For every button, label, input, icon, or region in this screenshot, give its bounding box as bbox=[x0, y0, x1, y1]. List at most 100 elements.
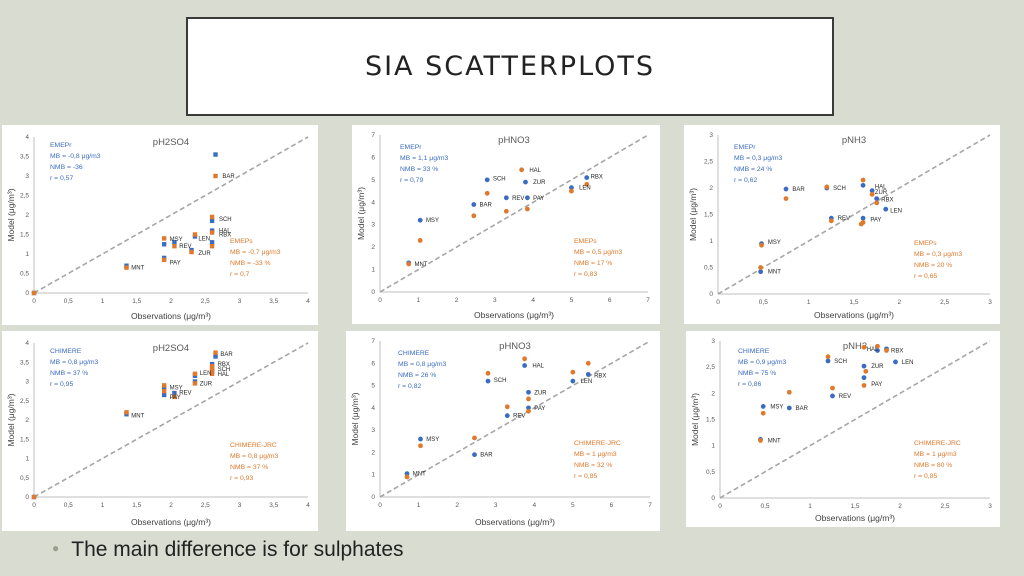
data-point bbox=[570, 378, 576, 384]
stats-text: r = 0,65 bbox=[914, 273, 937, 280]
stats-text: CHIMERE bbox=[398, 350, 430, 357]
data-point bbox=[418, 436, 423, 442]
data-point bbox=[830, 385, 835, 391]
x-tick-label: 1 bbox=[101, 502, 105, 509]
data-point bbox=[860, 215, 866, 221]
data-point bbox=[504, 413, 510, 419]
y-tick-label: 3 bbox=[25, 173, 29, 180]
station-label: REV bbox=[179, 244, 191, 250]
stats-text: r = 0,93 bbox=[230, 475, 253, 482]
x-tick-label: 6 bbox=[610, 502, 614, 509]
x-tick-label: 3 bbox=[493, 297, 497, 304]
x-tick-label: 3 bbox=[988, 299, 992, 306]
data-point bbox=[172, 390, 177, 396]
station-label: MSY bbox=[170, 237, 183, 243]
data-point bbox=[569, 188, 574, 194]
one-to-one-line bbox=[717, 134, 991, 295]
data-point bbox=[883, 206, 889, 212]
x-tick-label: 3 bbox=[988, 503, 992, 510]
data-point bbox=[861, 363, 867, 369]
x-tick-label: 2,5 bbox=[940, 503, 949, 510]
y-tick-label: 1 bbox=[711, 443, 715, 450]
stats-text: NMB = 20 % bbox=[914, 262, 952, 269]
y-tick-label: 2 bbox=[371, 244, 375, 251]
stats-text: NMB = 32 % bbox=[574, 462, 612, 469]
data-point bbox=[884, 348, 889, 353]
station-label: PAY bbox=[170, 395, 181, 401]
station-label: RBX bbox=[219, 233, 231, 239]
data-point bbox=[172, 240, 177, 245]
y-tick-label: 1 bbox=[371, 267, 375, 274]
scatter-plot-svg: 0 1 2 3 4 5 6 7 0 1 2 3 4 5 6 7 pHNO3 Observations (μg/m³… bbox=[350, 338, 652, 527]
station-label: BAR bbox=[480, 453, 493, 459]
stats-text: NMB = 37 % bbox=[230, 464, 268, 471]
stats-text: NMB = -33 % bbox=[230, 260, 271, 267]
station-label: LEN bbox=[581, 379, 593, 385]
chart-title: pHNO3 bbox=[498, 135, 530, 146]
data-point bbox=[526, 405, 531, 411]
stats-text: MB = -0,8 μg/m3 bbox=[50, 153, 101, 160]
data-point bbox=[404, 471, 410, 476]
station-label: ZUR bbox=[534, 390, 547, 396]
data-point bbox=[124, 410, 129, 415]
stats-text: r = 0,85 bbox=[914, 473, 937, 480]
y-tick-label: 0,5 bbox=[20, 271, 29, 278]
data-point bbox=[161, 392, 167, 398]
station-label: MSY bbox=[170, 385, 183, 391]
data-point bbox=[418, 443, 423, 449]
y-tick-label: 7 bbox=[371, 132, 375, 139]
data-point bbox=[875, 348, 880, 353]
y-axis-label: Model (μg/m³) bbox=[6, 188, 16, 241]
stats-text: MB = -0,7 μg/m3 bbox=[230, 249, 281, 256]
station-label: BAR bbox=[792, 187, 805, 193]
stats-text: MB = 1 μg/m3 bbox=[574, 451, 617, 458]
stats-text: r = 0,82 bbox=[398, 383, 421, 390]
stats-text: NMB = 24 % bbox=[734, 166, 772, 173]
station-label: RBX bbox=[891, 348, 903, 354]
station-label: HAL bbox=[218, 372, 230, 378]
scatter-panel-chimere-hno3: 0 1 2 3 4 5 6 7 0 1 2 3 4 5 6 7 pHNO3 Observations (μg/m³… bbox=[346, 331, 660, 531]
y-tick-label: 1 bbox=[25, 456, 29, 463]
data-point bbox=[783, 196, 789, 201]
slide-title-box: SIA SCATTERPLOTS bbox=[186, 17, 834, 116]
stats-text: MB = 1 μg/m3 bbox=[914, 451, 957, 458]
data-point bbox=[861, 375, 867, 381]
data-point bbox=[192, 232, 198, 237]
stats-text: r = 0,7 bbox=[230, 271, 250, 278]
x-tick-label: 2 bbox=[898, 503, 902, 510]
station-label: SCH bbox=[833, 186, 846, 192]
data-point bbox=[417, 217, 423, 223]
station-label: SCH bbox=[494, 378, 507, 384]
data-point bbox=[504, 404, 510, 410]
stats-text: MB = 0,8 μg/m3 bbox=[398, 361, 447, 368]
scatter-panel-chimere-h2so4: 0 0,5 1 1,5 2 2,5 3 3,5 4 0 0,5 1 1,5 2 2,5 3 3,5 4 pH2SO4… bbox=[2, 331, 318, 531]
x-tick-label: 2 bbox=[455, 502, 459, 509]
scatter-panel-emep-h2so4: 0 0,5 1 1,5 2 2,5 3 3,5 4 0 0,5 1 1,5 2 2,5 3 3,5 4 pH2SO4… bbox=[2, 125, 318, 325]
stats-text: NMB = 33 % bbox=[400, 166, 438, 173]
station-label: PAY bbox=[871, 382, 882, 388]
data-point bbox=[213, 152, 218, 157]
x-tick-label: 4 bbox=[532, 502, 536, 509]
x-tick-label: 6 bbox=[608, 297, 612, 304]
data-point bbox=[172, 394, 177, 400]
data-point bbox=[525, 195, 530, 201]
chart-title: pHNO3 bbox=[499, 341, 531, 352]
data-point bbox=[161, 242, 167, 247]
station-label: MNT bbox=[131, 413, 144, 419]
station-label: MSY bbox=[426, 218, 439, 224]
data-point bbox=[569, 185, 574, 191]
data-point bbox=[869, 191, 875, 197]
bullet-dot-icon: ● bbox=[52, 541, 60, 555]
station-label: REV bbox=[839, 394, 851, 400]
one-to-one-line bbox=[379, 134, 649, 293]
scatter-plot-svg: 0 0,5 1 1,5 2 2,5 3 0 0,5 1 1,5 2 2,5 3 pNH3 Observatio… bbox=[688, 132, 992, 320]
x-tick-label: 0 bbox=[716, 299, 720, 306]
stats-text: EMEPr bbox=[734, 144, 756, 151]
x-axis-label: Observations (μg/m³) bbox=[815, 513, 895, 523]
bullet-point: ● The main difference is for sulphates bbox=[52, 538, 404, 562]
y-tick-label: 6 bbox=[371, 154, 375, 161]
y-tick-label: 3 bbox=[371, 427, 375, 434]
y-tick-label: 1,5 bbox=[20, 436, 29, 443]
data-point bbox=[858, 221, 864, 227]
data-point bbox=[209, 218, 215, 224]
